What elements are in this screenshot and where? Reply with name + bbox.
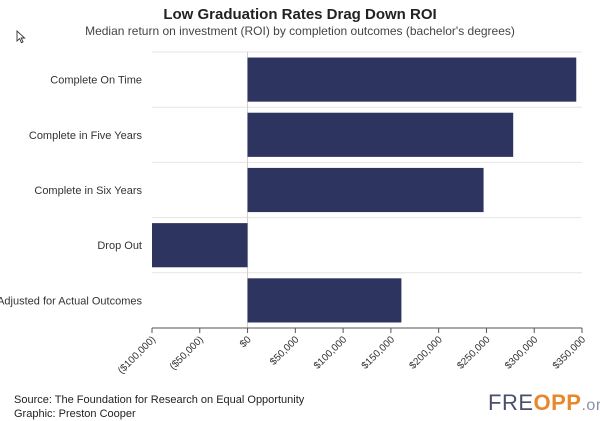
mouse-pointer-icon xyxy=(16,30,26,44)
x-tick-label: $50,000 xyxy=(268,334,302,368)
x-tick-label: $0 xyxy=(238,334,254,350)
x-tick-label: $250,000 xyxy=(455,334,493,372)
x-tick-label: $100,000 xyxy=(312,334,350,372)
bar xyxy=(247,112,514,157)
category-label: Drop Out xyxy=(97,240,142,252)
x-tick-label: $350,000 xyxy=(551,334,589,372)
x-tick-label: ($100,000) xyxy=(116,334,158,376)
chart-subtitle: Median return on investment (ROI) by com… xyxy=(85,24,515,38)
bar xyxy=(152,223,248,268)
x-tick-label: $150,000 xyxy=(360,334,398,372)
logo-text-mid: OPP xyxy=(533,390,582,415)
bar xyxy=(247,167,484,213)
category-label: Complete On Time xyxy=(50,75,142,87)
chart-title: Low Graduation Rates Drag Down ROI xyxy=(163,6,437,23)
x-tick-label: $300,000 xyxy=(503,334,541,372)
chart-footer: Source: The Foundation for Research on E… xyxy=(14,393,304,421)
source-note: Source: The Foundation for Research on E… xyxy=(14,394,305,406)
category-label: Adjusted for Actual Outcomes xyxy=(0,295,142,307)
logo-text-left: FRE xyxy=(488,390,534,415)
freopp-logo: FREOPP.org xyxy=(488,390,600,416)
x-tick-label: $200,000 xyxy=(408,334,446,372)
bar-chart: Complete On Time Complete in Five Years Co… xyxy=(0,51,589,376)
category-label: Complete in Six Years xyxy=(34,185,142,197)
bar xyxy=(247,57,577,102)
graphic-credit: Graphic: Preston Cooper xyxy=(14,408,136,420)
logo-text-ext: .org xyxy=(581,397,600,414)
bar xyxy=(247,278,402,323)
x-tick-label: ($50,000) xyxy=(168,334,206,372)
category-label: Complete in Five Years xyxy=(29,130,143,142)
